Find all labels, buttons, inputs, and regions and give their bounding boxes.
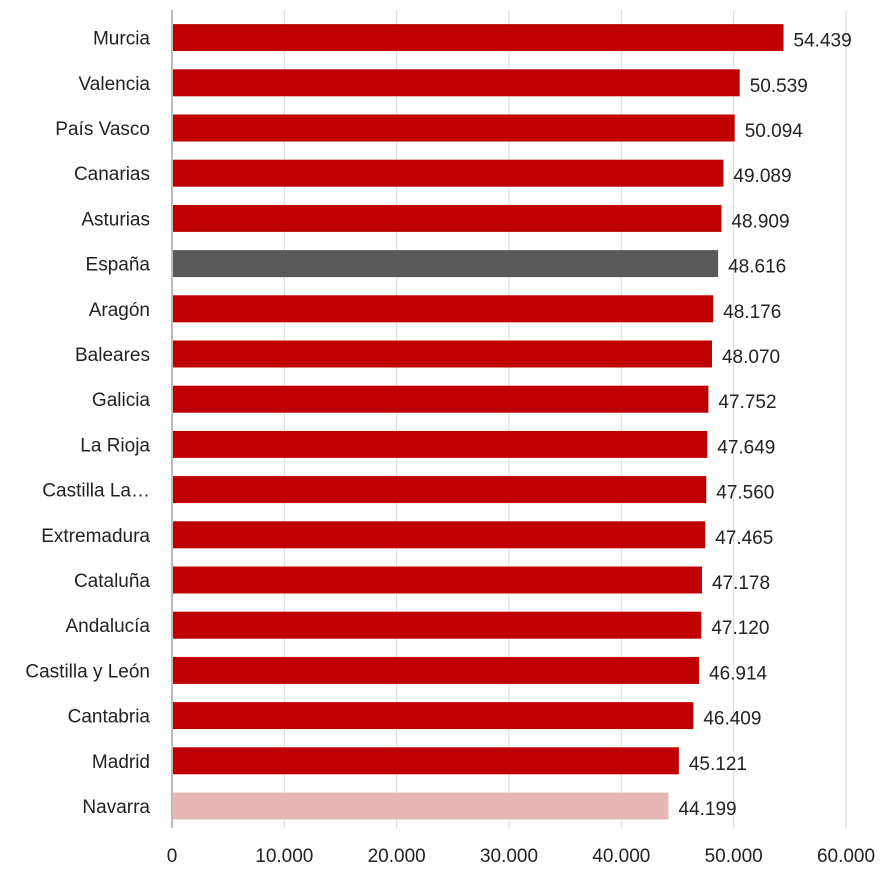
bar — [173, 385, 709, 413]
bar — [173, 340, 712, 368]
data-label: 48.176 — [723, 302, 781, 323]
category-label: Murcia — [93, 29, 150, 50]
data-label: 44.199 — [679, 799, 737, 820]
category-labels: Murcia Valencia País Vasco Canarias Asturias… — [25, 29, 150, 818]
bar — [173, 295, 714, 323]
category-label: Navarra — [82, 797, 150, 818]
bar — [173, 476, 707, 504]
bar — [173, 702, 694, 730]
bar — [173, 159, 724, 187]
bar — [173, 114, 735, 142]
data-label: 48.909 — [731, 211, 789, 232]
data-label: 47.649 — [717, 437, 775, 458]
bar — [173, 69, 740, 97]
data-label: 47.178 — [712, 573, 770, 594]
category-label: Asturias — [81, 209, 150, 230]
category-label: España — [86, 255, 151, 276]
x-tick-label: 50.000 — [705, 846, 763, 867]
category-label: Galicia — [92, 390, 151, 411]
bar — [173, 566, 702, 594]
bar — [173, 430, 708, 458]
bar — [173, 656, 700, 684]
data-label: 48.070 — [722, 347, 780, 368]
data-label: 46.914 — [709, 663, 768, 684]
x-tick-labels: 0 10.000 20.000 30.000 40.000 50.000 60.000 — [167, 846, 875, 867]
data-label: 50.539 — [750, 76, 808, 97]
bars — [173, 24, 784, 820]
x-tick-label: 20.000 — [368, 846, 426, 867]
x-tick-label: 30.000 — [480, 846, 538, 867]
category-label: Canarias — [74, 164, 150, 185]
data-label: 48.616 — [728, 257, 786, 278]
data-label: 45.121 — [689, 754, 747, 775]
data-label: 50.094 — [745, 121, 804, 142]
data-label: 54.439 — [794, 31, 852, 52]
bar — [173, 24, 784, 52]
bar — [173, 204, 722, 232]
category-label: La Rioja — [80, 435, 150, 456]
category-label: Castilla y León — [25, 661, 150, 682]
bar — [173, 521, 706, 549]
x-tick-label: 60.000 — [817, 846, 875, 867]
category-label: País Vasco — [55, 119, 150, 140]
gridlines — [283, 10, 847, 828]
bar — [173, 792, 669, 820]
bar — [173, 611, 702, 639]
category-label: Cantabria — [68, 707, 151, 728]
category-label: Castilla La… — [42, 481, 150, 502]
category-label: Andalucía — [65, 616, 150, 637]
category-label: Aragón — [89, 300, 150, 321]
x-tick-label: 10.000 — [255, 846, 313, 867]
category-label: Valencia — [79, 74, 151, 95]
x-tick-label: 0 — [167, 846, 178, 867]
x-tick-label: 40.000 — [592, 846, 650, 867]
bar — [173, 747, 679, 775]
category-label: Madrid — [92, 752, 150, 773]
data-label: 47.560 — [716, 483, 774, 504]
category-label: Baleares — [75, 345, 150, 366]
data-label: 46.409 — [703, 709, 761, 730]
category-label: Cataluña — [74, 571, 150, 592]
data-label: 49.089 — [733, 166, 791, 187]
data-label: 47.120 — [711, 618, 769, 639]
category-label: Extremadura — [41, 526, 150, 547]
value-labels: 54.439 50.539 50.094 49.089 48.909 48.616 48.1… — [679, 31, 852, 820]
data-label: 47.752 — [718, 392, 776, 413]
bar — [173, 250, 719, 278]
data-label: 47.465 — [715, 528, 773, 549]
